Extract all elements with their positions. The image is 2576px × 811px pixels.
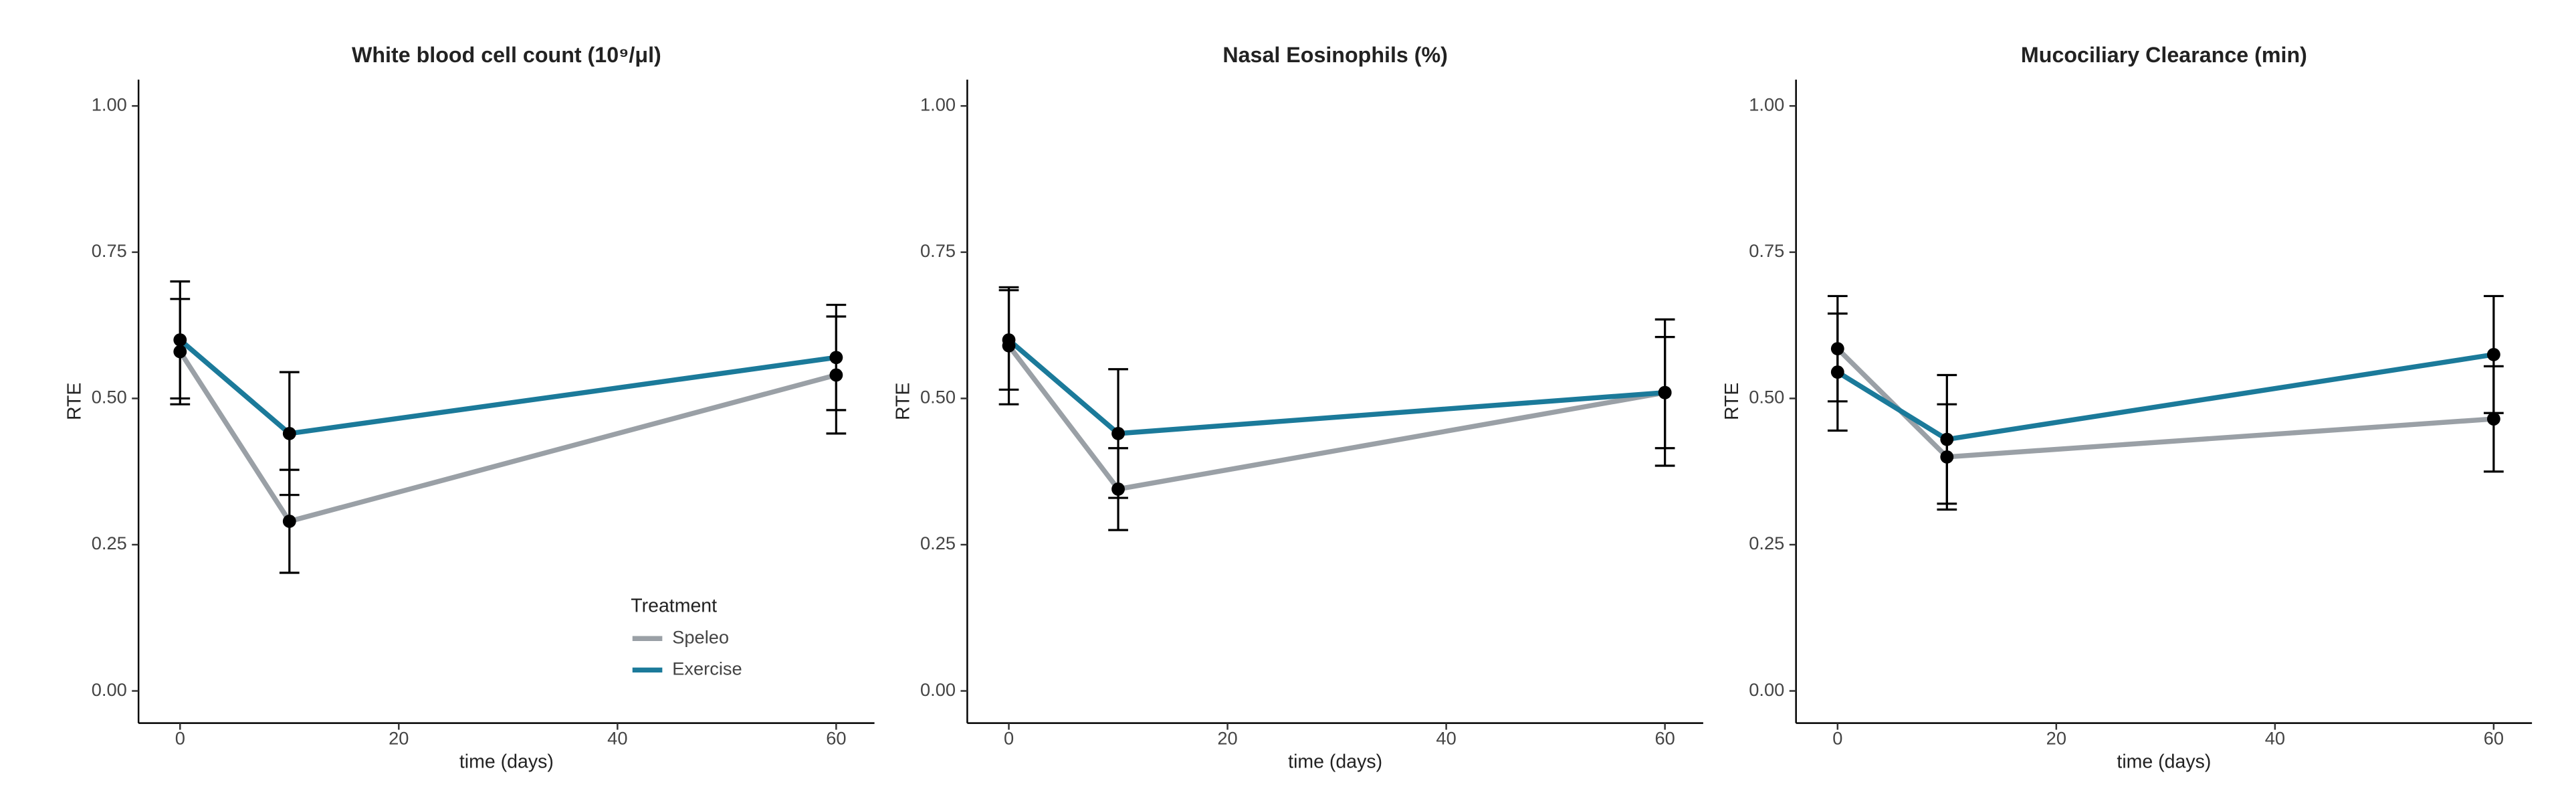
legend-label: Speleo	[672, 626, 729, 647]
x-axis-label: time (days)	[459, 751, 554, 773]
point	[1658, 385, 1672, 399]
point	[1111, 426, 1125, 440]
x-tick-label: 0	[175, 728, 185, 749]
point	[1111, 482, 1125, 496]
point	[282, 515, 296, 528]
series-line	[1007, 338, 1665, 436]
y-tick-label: 0.25	[1749, 533, 1784, 553]
x-tick-label: 20	[2046, 728, 2066, 749]
x-tick-label: 40	[1436, 728, 1456, 749]
point	[1002, 333, 1016, 347]
y-tick-label: 0.75	[1749, 240, 1784, 261]
y-tick-label: 0.50	[920, 387, 956, 408]
x-tick-label: 40	[2265, 728, 2285, 749]
legend-label: Exercise	[672, 658, 742, 679]
y-tick-label: 1.00	[920, 94, 956, 115]
panel: Mucociliary Clearance (min) 0.00 0.25 0.50 0…	[1721, 43, 2533, 773]
y-axis-label: RTE	[64, 383, 85, 420]
x-tick-label: 20	[1217, 728, 1237, 749]
series-line	[178, 350, 837, 525]
x-tick-label: 40	[607, 728, 627, 749]
point	[829, 351, 843, 365]
x-tick-label: 0	[1832, 728, 1842, 749]
y-axis-label: RTE	[1721, 383, 1743, 420]
point	[1940, 450, 1954, 464]
x-axis-label: time (days)	[1288, 751, 1382, 773]
y-tick-label: 0.75	[920, 240, 956, 261]
y-tick-label: 0.00	[1749, 679, 1784, 700]
panel-title: Mucociliary Clearance (min)	[2021, 43, 2307, 67]
point	[1940, 432, 1954, 446]
panel-title: White blood cell count (10⁹/μl)	[352, 43, 661, 67]
panel-title: Nasal Eosinophils (%)	[1222, 43, 1448, 67]
panel: Nasal Eosinophils (%) 0.00 0.25 0.50 0.75 1.0…	[893, 43, 1703, 773]
series-line	[178, 338, 837, 436]
y-tick-label: 0.00	[920, 679, 956, 700]
x-tick-label: 0	[1004, 728, 1014, 749]
x-tick-label: 60	[1654, 728, 1675, 749]
point	[829, 368, 843, 382]
point	[282, 426, 296, 440]
y-tick-label: 1.00	[1749, 94, 1784, 115]
y-tick-label: 0.50	[92, 387, 127, 408]
x-tick-label: 60	[826, 728, 846, 749]
y-tick-label: 1.00	[92, 94, 127, 115]
point	[173, 345, 187, 359]
y-tick-label: 0.25	[920, 533, 956, 553]
legend-title: Treatment	[631, 596, 717, 617]
point	[173, 333, 187, 347]
x-axis-label: time (days)	[2117, 751, 2211, 773]
series-line	[1836, 347, 2494, 460]
x-tick-label: 20	[389, 728, 409, 749]
y-tick-label: 0.00	[92, 679, 127, 700]
point	[1830, 342, 1844, 356]
y-tick-label: 0.75	[92, 240, 127, 261]
y-axis-label: RTE	[893, 383, 914, 420]
legend: Treatment Speleo Exercise	[631, 596, 742, 679]
point	[2486, 412, 2500, 426]
point	[1830, 365, 1844, 379]
point	[2486, 347, 2500, 361]
y-tick-label: 0.50	[1749, 387, 1784, 408]
y-tick-label: 0.25	[92, 533, 127, 553]
x-tick-label: 60	[2484, 728, 2504, 749]
panel: White blood cell count (10⁹/μl) 0.00 0.25 0…	[64, 43, 875, 773]
